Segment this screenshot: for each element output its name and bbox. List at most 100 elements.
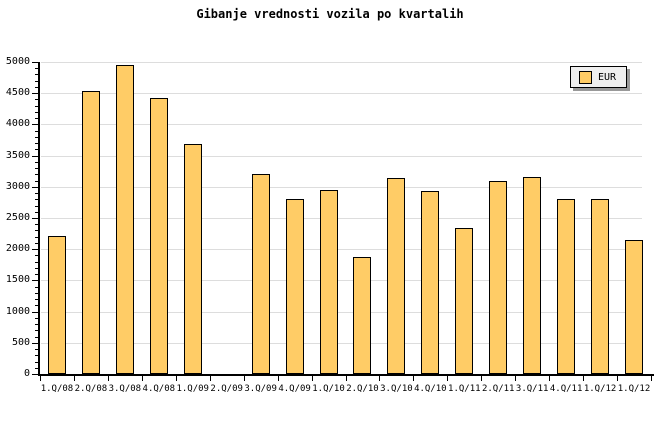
gridline	[41, 218, 642, 219]
y-tick-minor	[35, 68, 38, 70]
y-tick-minor	[35, 168, 38, 170]
y-tick-minor	[35, 367, 38, 369]
y-tick-minor	[35, 74, 38, 76]
x-axis-label: 1.Q/10	[312, 384, 345, 394]
legend-swatch-eur	[579, 70, 592, 84]
bar-3.Q/09	[251, 173, 270, 374]
y-tick-major	[32, 93, 38, 95]
y-tick-minor	[35, 236, 38, 238]
y-tick-minor	[35, 330, 38, 332]
y-tick-minor	[35, 324, 38, 326]
gridline	[41, 124, 642, 126]
x-axis-label: 1.Q/11	[448, 384, 481, 394]
y-tick-minor	[35, 211, 38, 213]
y-axis-label: 1500	[5, 274, 30, 286]
y-tick-minor	[35, 355, 38, 357]
y-tick-minor	[35, 205, 38, 207]
bar-2.Q/10	[353, 256, 372, 374]
x-axis-label: 3.Q/11	[515, 384, 549, 394]
y-axis-label: 4000	[5, 118, 30, 130]
x-tick	[617, 376, 619, 381]
bar-3.Q/08	[115, 65, 134, 374]
y-tick-major	[32, 342, 38, 344]
gridline	[41, 155, 642, 157]
y-tick-minor	[35, 286, 38, 288]
y-tick-minor	[35, 199, 38, 201]
x-tick	[447, 376, 449, 381]
bar-4.Q/11	[557, 198, 576, 374]
x-tick	[175, 376, 177, 381]
y-tick-major	[32, 249, 38, 251]
y-tick-minor	[35, 161, 38, 163]
y-tick-minor	[35, 305, 38, 307]
y-tick-minor	[35, 80, 38, 82]
y-tick-minor	[35, 149, 38, 151]
y-axis-label: 3000	[5, 180, 30, 192]
y-tick-major	[32, 124, 38, 126]
y-tick-minor	[35, 274, 38, 276]
y-tick-minor	[35, 111, 38, 113]
y-tick-minor	[35, 86, 38, 88]
x-tick	[515, 376, 517, 381]
y-tick-major	[32, 311, 38, 313]
bar-1.Q/08	[47, 236, 66, 374]
x-axis-line	[38, 374, 654, 376]
x-axis-label: 2.Q/09	[210, 384, 243, 394]
y-tick-minor	[35, 130, 38, 132]
y-axis-label: 2000	[5, 243, 30, 255]
y-axis-label: 3500	[5, 149, 30, 161]
y-tick-minor	[35, 242, 38, 244]
x-axis-label: 4.Q/11	[549, 384, 583, 394]
x-tick	[311, 376, 313, 381]
x-axis-label: 2.Q/11	[481, 384, 515, 394]
y-tick-minor	[35, 361, 38, 363]
bar-4.Q/10	[421, 190, 440, 374]
x-axis-label: 2.Q/10	[346, 384, 379, 394]
gridline	[41, 280, 642, 282]
x-tick	[583, 376, 585, 381]
x-tick	[73, 376, 75, 381]
gridline	[41, 311, 642, 313]
y-tick-minor	[35, 118, 38, 120]
bar-1.Q/10	[319, 189, 338, 374]
x-axis-label: 1.Q/08	[40, 384, 74, 394]
y-tick-minor	[35, 255, 38, 257]
legend: EUR	[570, 66, 627, 88]
bar-1.Q/12	[591, 198, 610, 374]
x-axis-label: 1.Q/12	[583, 384, 617, 394]
x-tick	[141, 376, 143, 381]
gridline	[41, 62, 642, 63]
x-tick	[107, 376, 109, 381]
bar-3.Q/11	[523, 177, 542, 374]
y-tick-major	[32, 186, 38, 188]
y-tick-minor	[35, 261, 38, 263]
y-tick-minor	[35, 180, 38, 182]
y-tick-major	[32, 155, 38, 157]
x-axis-label: 2.Q/08	[74, 384, 108, 394]
bar-1.Q/09	[183, 144, 202, 374]
y-axis-label: 500	[11, 336, 30, 348]
x-tick	[379, 376, 381, 381]
y-tick-minor	[35, 174, 38, 176]
y-tick-major	[32, 218, 38, 219]
y-tick-minor	[35, 230, 38, 232]
y-axis-label: 2500	[5, 212, 30, 223]
y-axis-line	[38, 62, 40, 376]
x-axis-label: 3.Q/08	[108, 384, 142, 394]
y-tick-minor	[35, 224, 38, 226]
x-axis-label: 4.Q/10	[414, 384, 447, 394]
x-axis-label: 3.Q/10	[380, 384, 413, 394]
y-tick-minor	[35, 349, 38, 351]
y-tick-minor	[35, 136, 38, 138]
x-tick	[413, 376, 415, 381]
x-tick	[481, 376, 483, 381]
y-axis-label: 1000	[5, 305, 30, 317]
legend-label: EUR	[598, 71, 617, 83]
bar-1.Q/11	[455, 227, 474, 374]
y-tick-major	[32, 62, 38, 63]
plot-area: 0 500 1000 1500 2000 2500 3000 3500 4000 4500 5000…	[6, 57, 654, 394]
x-tick	[651, 376, 652, 381]
y-tick-major	[32, 280, 38, 282]
bar-4.Q/08	[149, 98, 168, 374]
